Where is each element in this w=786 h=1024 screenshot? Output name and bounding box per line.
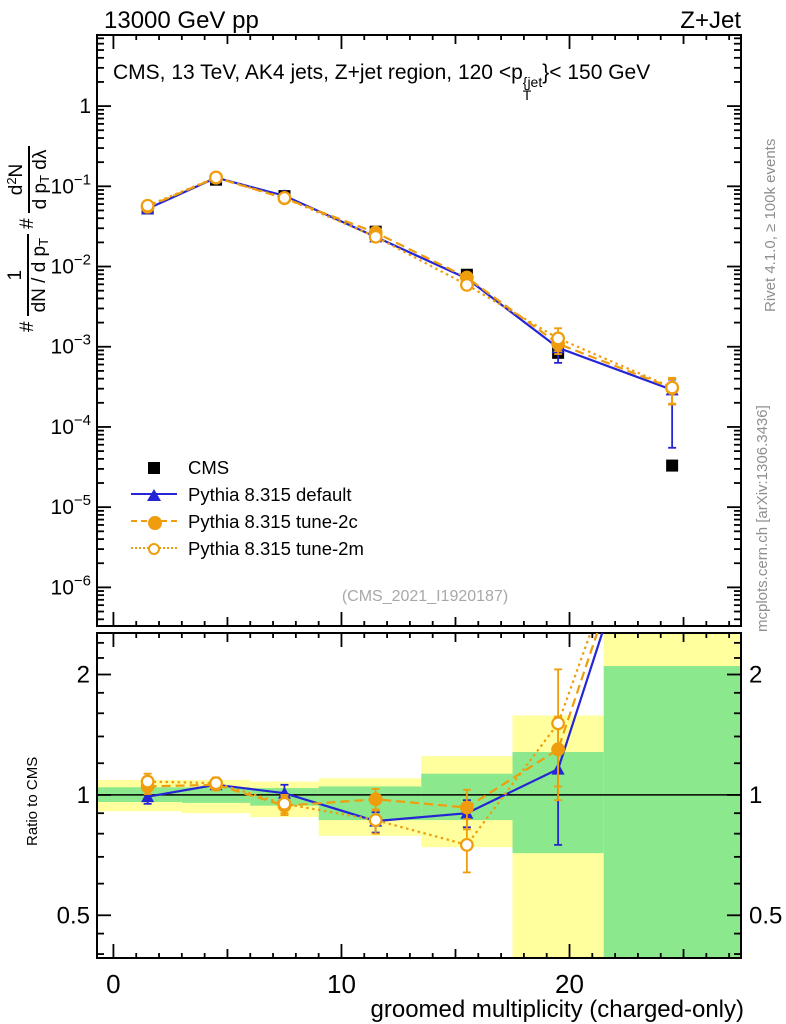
svg-text:10−3: 10−3 bbox=[51, 332, 91, 359]
beam-energy-label: 13000 GeV pp bbox=[104, 7, 259, 34]
svg-text:1: 1 bbox=[749, 782, 762, 809]
axis-ticks bbox=[97, 35, 741, 958]
svg-text:10−1: 10−1 bbox=[51, 171, 91, 198]
legend-label: CMS bbox=[188, 456, 230, 478]
tick-labels: 0 10 20 1 10−1 10−2 10−3 10−4 10−5 10−6 0.5 0.5 1 1 2 2 bbox=[51, 95, 783, 999]
svg-text:2: 2 bbox=[77, 662, 90, 689]
legend-item-pythia-default: Pythia 8.315 default bbox=[131, 481, 364, 508]
legend-item-cms: CMS bbox=[131, 454, 364, 481]
legend-label: Pythia 8.315 tune-2c bbox=[188, 510, 358, 532]
series-cms-main bbox=[141, 173, 679, 472]
cms-square-marker-icon bbox=[131, 458, 177, 478]
ratio-y-axis-title: Ratio to CMS bbox=[24, 756, 41, 846]
series-pythia-8-315-tune-2m-ratio bbox=[140, 633, 592, 874]
legend: CMS Pythia 8.315 default Pythia 8.315 tu… bbox=[131, 454, 364, 562]
svg-text:10−2: 10−2 bbox=[51, 252, 91, 279]
pt-jet-subscript: {jet T bbox=[522, 74, 543, 104]
svg-text:0.5: 0.5 bbox=[749, 902, 782, 929]
mcplots-attribution-note: mcplots.cern.ch [arXiv:1306.3436] bbox=[754, 405, 771, 632]
svg-text:0.5: 0.5 bbox=[57, 902, 90, 929]
svg-text:20: 20 bbox=[555, 969, 584, 999]
series-pythia-8-315-default-main bbox=[141, 171, 679, 449]
fraction-2: d2N d pT dλ bbox=[4, 145, 52, 214]
main-panel-frame bbox=[96, 34, 742, 627]
svg-text:2: 2 bbox=[749, 662, 762, 689]
svg-text:10: 10 bbox=[327, 969, 356, 999]
process-label: Z+Jet bbox=[680, 7, 741, 34]
analysis-id-watermark: (CMS_2021_I1920187) bbox=[341, 588, 509, 605]
fraction-1: 1 dN / d pT bbox=[5, 233, 51, 317]
series-pythia-8-315-tune-2c-main bbox=[140, 170, 680, 405]
x-axis-title: groomed multiplicity (charged-only) bbox=[370, 996, 744, 1023]
orange-open-circle-marker-icon bbox=[131, 539, 177, 559]
main-y-axis-title: #1 dN / d pT # d2N d pT dλ bbox=[4, 32, 52, 332]
svg-text:1: 1 bbox=[77, 782, 90, 809]
legend-item-pythia-tune2c: Pythia 8.315 tune-2c bbox=[131, 508, 364, 535]
svg-text:10−5: 10−5 bbox=[51, 492, 91, 519]
svg-text:0: 0 bbox=[106, 969, 120, 999]
legend-item-pythia-tune2m: Pythia 8.315 tune-2m bbox=[131, 535, 364, 562]
plot-title: CMS, 13 TeV, AK4 jets, Z+jet region, 120… bbox=[113, 61, 651, 104]
rivet-version-note: Rivet 4.1.0, ≥ 100k events bbox=[762, 138, 779, 312]
legend-label: Pythia 8.315 default bbox=[188, 483, 352, 505]
blue-triangle-marker-icon bbox=[131, 485, 177, 505]
legend-label: Pythia 8.315 tune-2m bbox=[188, 537, 364, 559]
svg-text:1: 1 bbox=[79, 95, 91, 118]
series-pythia-8-315-tune-2m-main bbox=[140, 170, 680, 406]
orange-filled-circle-marker-icon bbox=[131, 512, 177, 532]
svg-text:10−4: 10−4 bbox=[51, 412, 91, 439]
svg-text:10−6: 10−6 bbox=[51, 572, 91, 599]
